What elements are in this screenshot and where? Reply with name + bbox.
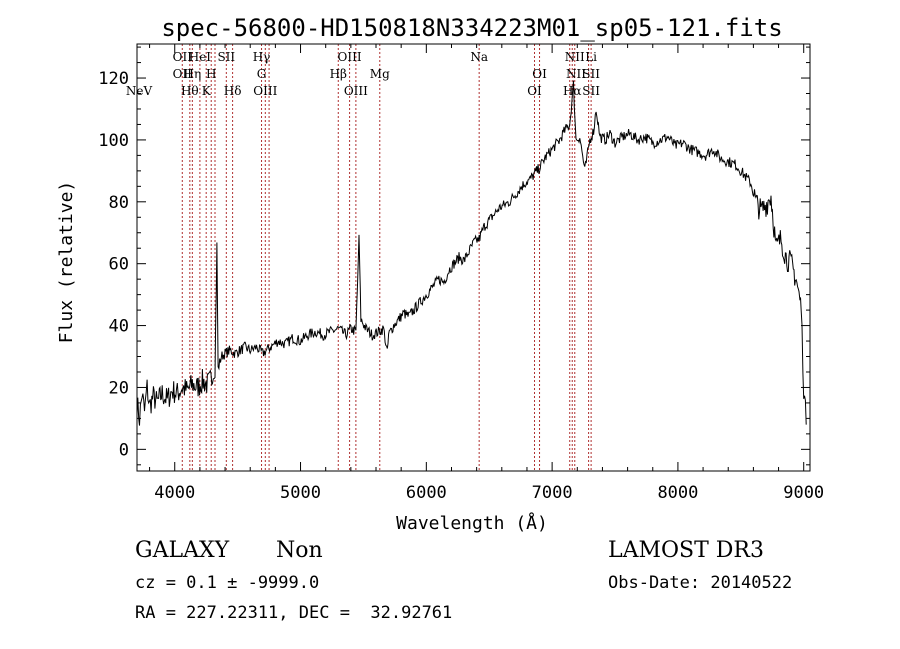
x-tick-label: 9000 bbox=[783, 483, 824, 503]
marker-label: OII bbox=[173, 50, 193, 64]
x-tick-label: 4000 bbox=[154, 483, 195, 503]
marker-label: NII bbox=[565, 50, 585, 64]
y-tick-label: 100 bbox=[98, 131, 129, 151]
marker-label: Hη bbox=[184, 67, 202, 81]
y-tick-label: 60 bbox=[109, 255, 129, 275]
spectrum-line bbox=[136, 80, 807, 426]
y-tick-label: 80 bbox=[109, 193, 129, 213]
y-tick-label: 0 bbox=[119, 440, 129, 460]
x-axis-label: Wavelength (Å) bbox=[396, 512, 548, 534]
marker-label: Li bbox=[585, 50, 597, 64]
spectrum-series bbox=[136, 80, 807, 426]
redshift-line: cz = 0.1 ± -9999.0 bbox=[135, 573, 320, 593]
y-axis-label: Flux (relative) bbox=[56, 181, 77, 344]
marker-label: OI bbox=[532, 67, 547, 81]
marker-label: Hδ bbox=[224, 84, 242, 98]
x-tick-label: 8000 bbox=[657, 483, 698, 503]
y-axis: 0 20 40 60 80 100 120 bbox=[98, 46, 810, 466]
marker-label: HeI bbox=[189, 50, 212, 64]
emission-line-labels: NeVOIIOIIHθHηHeIKHSIIHδHγGOIIIHβOIIIOIII… bbox=[126, 50, 600, 98]
x-tick-label: 6000 bbox=[406, 483, 447, 503]
marker-label: G bbox=[257, 67, 267, 81]
emission-line-markers bbox=[181, 44, 592, 471]
marker-label: K bbox=[202, 84, 212, 98]
marker-label: SII bbox=[582, 84, 600, 98]
object-class: GALAXY bbox=[135, 538, 230, 563]
marker-label: NeV bbox=[126, 84, 153, 98]
y-tick-label: 40 bbox=[109, 317, 129, 337]
marker-label: OIII bbox=[338, 50, 362, 64]
marker-label: NII bbox=[566, 67, 586, 81]
marker-label: OIII bbox=[253, 84, 277, 98]
marker-label: Hθ bbox=[181, 84, 199, 98]
marker-label: OII bbox=[173, 67, 193, 81]
marker-label: SII bbox=[582, 67, 600, 81]
y-tick-label: 20 bbox=[109, 378, 129, 398]
marker-label: Hβ bbox=[330, 67, 347, 81]
marker-label: Mg bbox=[370, 67, 390, 81]
x-tick-label: 7000 bbox=[532, 483, 573, 503]
marker-label: OI bbox=[527, 84, 542, 98]
marker-label: Na bbox=[470, 50, 488, 64]
marker-label: Hγ bbox=[253, 50, 271, 64]
plot-frame bbox=[136, 43, 811, 472]
marker-label: OIII bbox=[344, 84, 368, 98]
x-tick-label: 5000 bbox=[280, 483, 321, 503]
marker-label: H bbox=[206, 67, 216, 81]
survey-name: LAMOST DR3 bbox=[608, 538, 764, 563]
chart-title: spec-56800-HD150818N334223M01_sp05-121.f… bbox=[161, 14, 782, 42]
obs-date: Obs-Date: 20140522 bbox=[608, 573, 793, 593]
coordinates: RA = 227.22311, DEC = 32.92761 bbox=[135, 603, 453, 623]
object-subclass: Non bbox=[276, 538, 323, 563]
y-tick-label: 120 bbox=[98, 69, 129, 89]
x-axis: 4000 5000 6000 7000 8000 9000 bbox=[149, 44, 824, 503]
marker-label: SII bbox=[217, 50, 235, 64]
